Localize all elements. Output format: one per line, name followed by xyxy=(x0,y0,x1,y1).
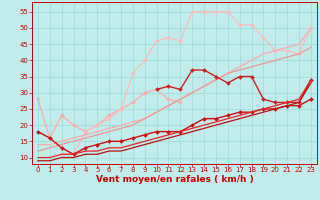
X-axis label: Vent moyen/en rafales ( km/h ): Vent moyen/en rafales ( km/h ) xyxy=(96,175,253,184)
